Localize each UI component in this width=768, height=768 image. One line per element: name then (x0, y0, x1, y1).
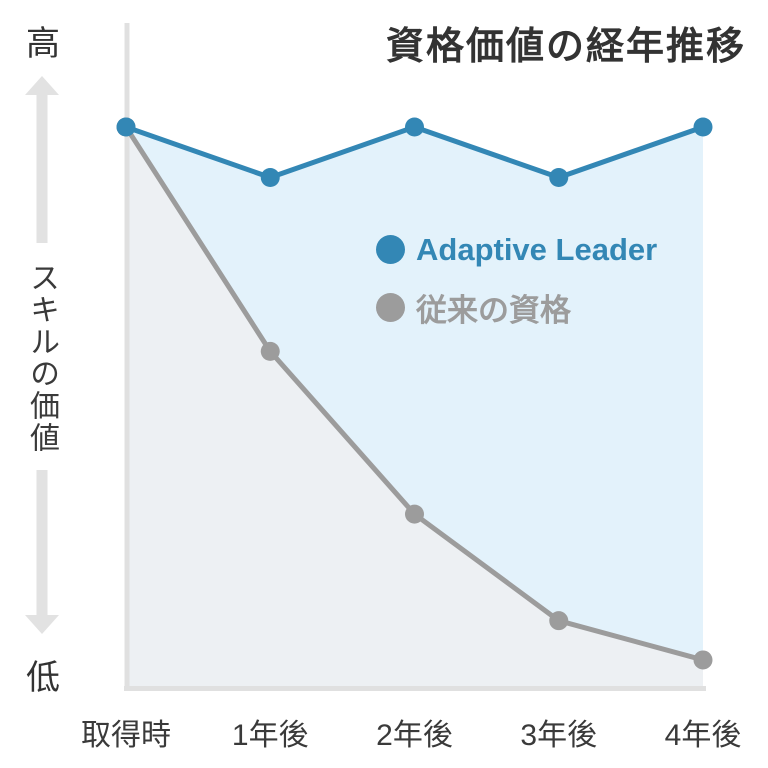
data-point-marker (693, 117, 713, 137)
legend-item-traditional-qualification: 従来の資格 (376, 293, 657, 328)
legend-marker-circle-icon (376, 293, 405, 322)
legend-label: Adaptive Leader (416, 231, 658, 267)
x-axis-label: 1年後 (231, 719, 309, 752)
x-axis-label: 2年後 (376, 719, 453, 752)
y-axis-high-label: 高 (26, 25, 60, 63)
legend-marker-circle-icon (376, 235, 405, 264)
arrow-down-icon (25, 615, 59, 634)
legend-item-adaptive-leader: Adaptive Leader (376, 232, 657, 267)
arrow-down-shaft (36, 470, 48, 617)
legend-label: 従来の資格 (416, 293, 571, 328)
y-axis-line (124, 23, 130, 691)
data-point-marker (549, 611, 569, 631)
x-axis-label: 4年後 (664, 719, 742, 752)
area-fill-series-1 (126, 127, 703, 687)
y-axis-title: スキルの価値 (25, 262, 58, 454)
data-point-marker (405, 504, 424, 524)
y-axis-low-label: 低 (26, 659, 60, 697)
data-point-marker (116, 117, 136, 137)
data-point-marker (549, 167, 569, 187)
arrow-up-icon (25, 76, 59, 95)
legend: Adaptive Leader 従来の資格 (376, 232, 657, 328)
data-point-marker (693, 650, 713, 670)
chart-title: 資格価値の経年推移 (385, 26, 746, 68)
arrow-up-shaft (36, 93, 48, 243)
data-point-marker (260, 341, 280, 361)
data-point-marker (260, 167, 280, 187)
x-axis-label: 3年後 (520, 719, 598, 752)
x-axis-label: 取得時 (81, 719, 171, 752)
data-point-marker (405, 117, 424, 137)
x-axis-line (124, 686, 706, 691)
